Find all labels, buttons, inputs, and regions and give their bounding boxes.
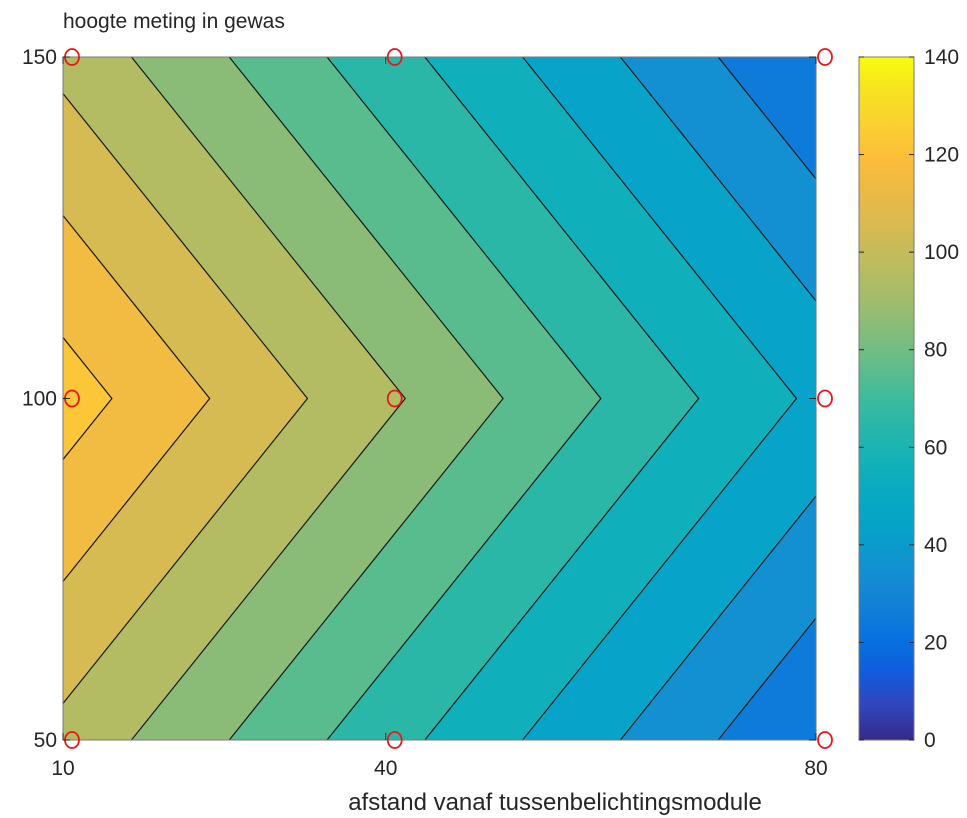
colorbar-tick-label: 80 [924,339,947,362]
colorbar-gradient [859,57,914,740]
measurement-point [386,48,403,66]
measurement-point [817,389,833,408]
contour-line [63,214,211,583]
colorbar-tick-label: 0 [924,729,936,752]
measurement-point [817,731,833,749]
measurement-point [386,389,403,408]
x-tick-label: 80 [804,757,827,780]
x-tick-label: 40 [374,757,397,780]
colorbar-tick-label: 60 [924,436,947,459]
colorbar-tick-label: 20 [924,631,947,654]
colorbar-tick-label: 100 [924,241,959,264]
axes: 10 40 80 50 100 150 [22,46,828,780]
colorbar-frame [858,56,915,741]
contour-line [717,57,816,740]
contour-line [63,336,113,461]
chart-title: hoogte meting in gewas [63,10,285,33]
contour-line [424,57,700,740]
colorbar-tick-label: 120 [924,144,959,167]
contour-line [619,57,816,740]
colorbar: 0 20 40 60 80 100 120 140 [858,46,959,752]
contour-line [63,92,309,705]
contour-band-fill [63,215,210,582]
colorbar-tick-label: 140 [924,46,959,69]
measurement-point [386,731,403,749]
measurement-point [817,48,833,66]
contour-line [228,57,504,740]
colorbar-tick-label: 40 [924,534,947,557]
contour-band-fill [63,337,112,460]
y-tick-label: 150 [22,46,57,69]
y-tick-label: 100 [22,388,57,411]
x-axis-label: afstand vanaf tussenbelichtingsmodule [348,789,762,816]
contour-line-layer [63,57,816,740]
x-tick-label: 10 [51,757,74,780]
contour-line [130,57,407,740]
contour-fill-layer [63,57,816,740]
contour-line [522,57,798,740]
y-tick-label: 50 [34,729,57,752]
contour-line [326,57,602,740]
